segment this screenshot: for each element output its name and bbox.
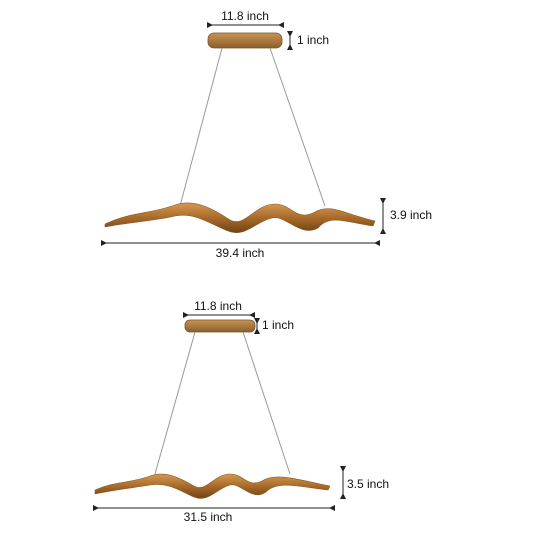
wood-fixture [104, 202, 376, 233]
canopy-width: 11.8 inch [221, 9, 269, 23]
wire [242, 331, 291, 475]
fixture-length: 31.5 inch [184, 510, 233, 524]
canopy-width: 11.8 inch [194, 299, 242, 313]
canopy [207, 32, 283, 49]
wire [269, 47, 326, 207]
canopy [184, 319, 256, 333]
fixture-height: 3.9 inch [390, 208, 432, 222]
canopy-height: 1 inch [297, 33, 329, 47]
canopy-height: 1 inch [262, 318, 294, 332]
wire [179, 47, 223, 207]
wood-fixture [94, 473, 331, 499]
wire [154, 331, 196, 475]
fixture-height: 3.5 inch [347, 477, 389, 491]
fixture: 11.8 inch 1 inch 3.9 inch 39.4 inch [101, 9, 432, 260]
fixture: 11.8 inch 1 inch 3.5 inch 31.5 inch [93, 299, 389, 524]
fixture-length: 39.4 inch [216, 246, 265, 260]
